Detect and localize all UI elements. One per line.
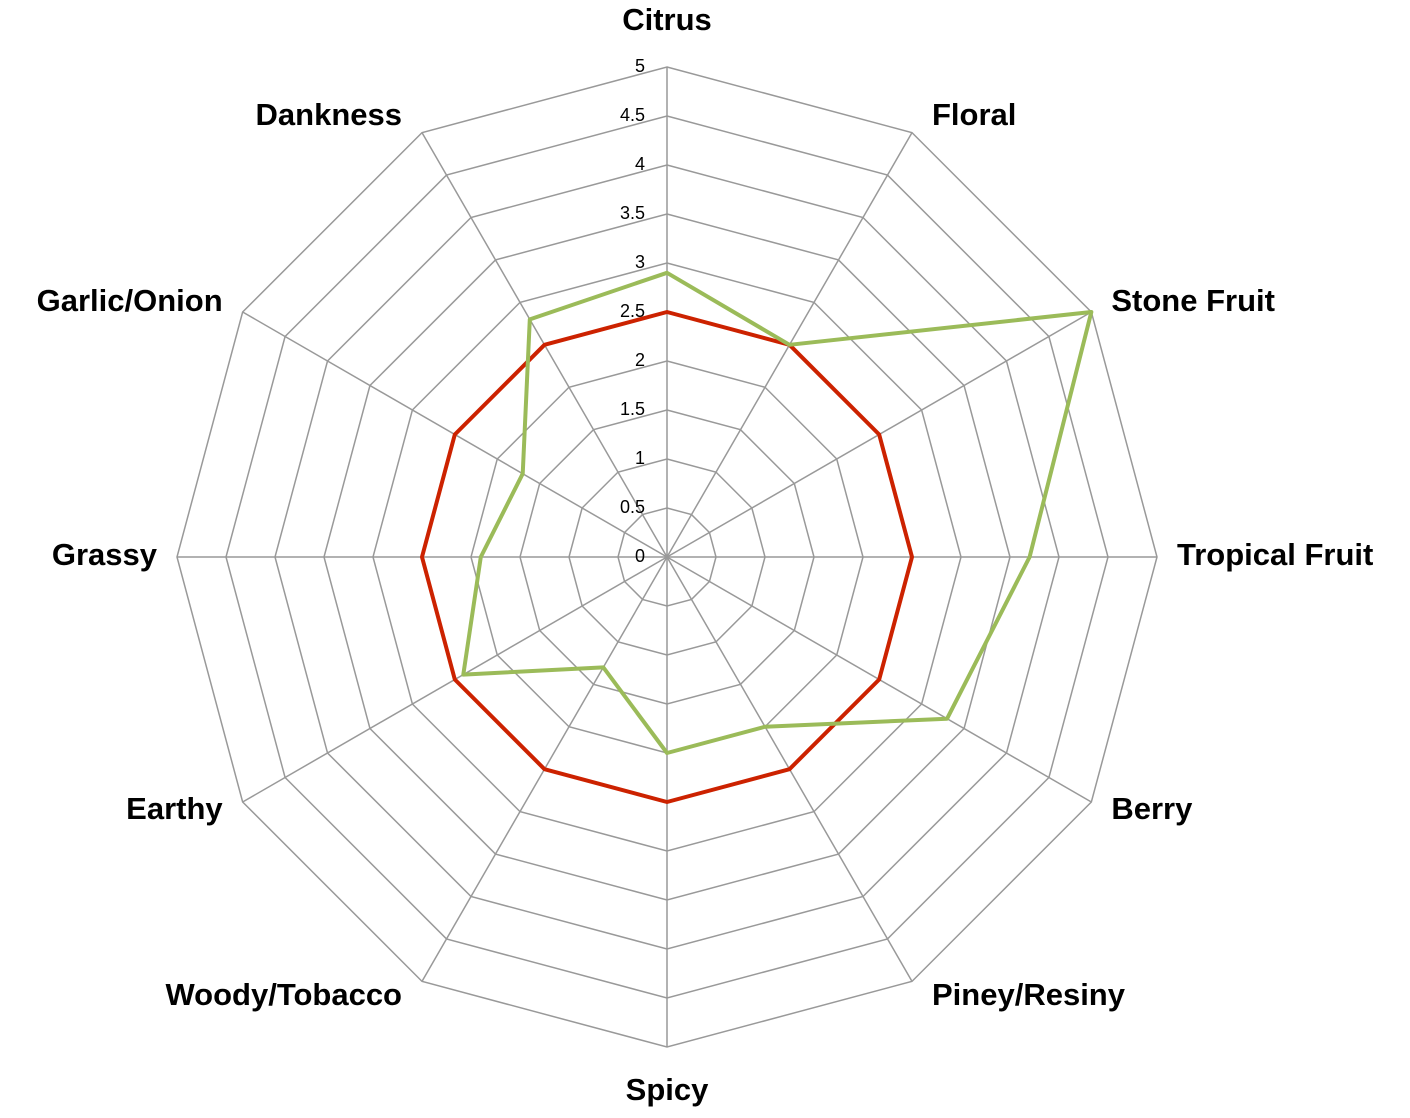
y-tick-label: 1.5: [620, 399, 645, 419]
category-label: Woody/Tobacco: [165, 977, 402, 1012]
category-label: Tropical Fruit: [1177, 537, 1373, 572]
y-tick-label: 5: [635, 56, 645, 76]
category-label: Garlic/Onion: [37, 283, 223, 318]
y-tick-label: 0: [635, 546, 645, 566]
category-label: Stone Fruit: [1111, 283, 1275, 318]
category-label: Berry: [1111, 791, 1193, 826]
y-tick-label: 4: [635, 154, 645, 174]
series-line: [420, 310, 914, 804]
y-tick-label: 3.5: [620, 203, 645, 223]
y-tick-label: 0.5: [620, 497, 645, 517]
category-label: Spicy: [626, 1072, 709, 1107]
category-label: Grassy: [52, 537, 158, 572]
category-label: Piney/Resiny: [932, 977, 1126, 1012]
y-tick-label: 2: [635, 350, 645, 370]
category-label: Citrus: [622, 2, 712, 37]
y-tick-label: 3: [635, 252, 645, 272]
y-tick-label: 4.5: [620, 105, 645, 125]
category-label: Earthy: [126, 791, 223, 826]
y-tick-label: 1: [635, 448, 645, 468]
category-label: Floral: [932, 97, 1016, 132]
y-tick-label: 2.5: [620, 301, 645, 321]
series-line: [461, 270, 1094, 755]
category-label: Dankness: [256, 97, 402, 132]
